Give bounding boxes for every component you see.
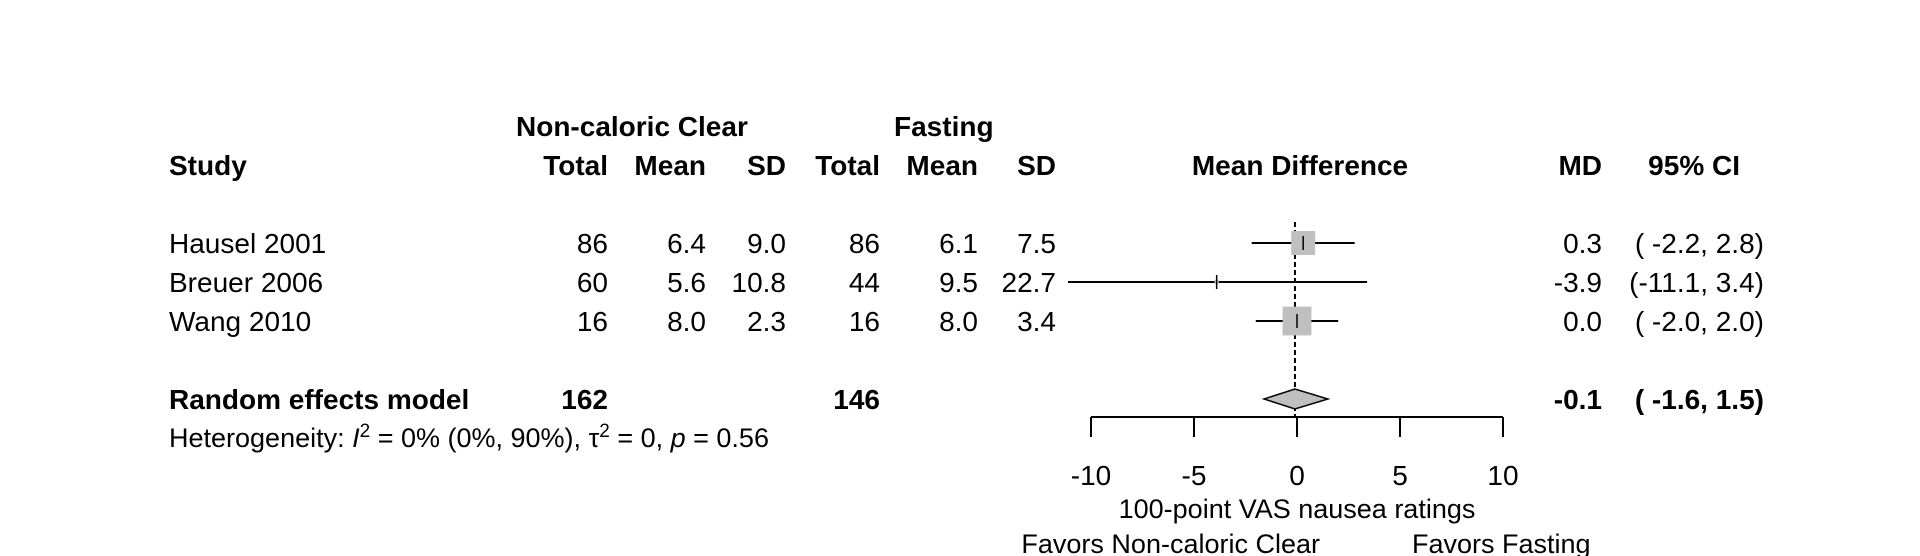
favors-right-label: Favors Fasting: [1412, 529, 1591, 556]
study-name: Breuer 2006: [169, 267, 323, 298]
het-tau-exp: 2: [599, 421, 610, 442]
axis-tick-label: 5: [1392, 460, 1408, 491]
axis-tick-label: -5: [1182, 460, 1207, 491]
het-p-value: = 0.56: [686, 423, 769, 453]
study-name: Wang 2010: [169, 306, 311, 337]
study-total-control: 16: [849, 306, 880, 337]
favors-left-label: Favors Non-caloric Clear: [1021, 529, 1320, 556]
het-i2-exp: 2: [360, 421, 371, 442]
study-row: Breuer 2006 60 5.6 10.8 44 9.5 22.7 -3.9…: [169, 267, 1764, 298]
study-ci: (-11.1, 3.4): [1629, 267, 1764, 298]
study-sd-control: 22.7: [1002, 267, 1057, 298]
study-total-experimental: 16: [577, 306, 608, 337]
study-md: -3.9: [1554, 267, 1602, 298]
study-md: 0.3: [1563, 228, 1602, 259]
header-sd-experimental: SD: [747, 150, 786, 181]
header-sd-control: SD: [1017, 150, 1056, 181]
study-total-experimental: 60: [577, 267, 608, 298]
study-total-control: 44: [849, 267, 880, 298]
study-row: Wang 2010 16 8.0 2.3 16 8.0 3.4 0.0 ( -2…: [169, 306, 1764, 337]
axis-tick-label: 10: [1487, 460, 1518, 491]
het-i2-symbol: I: [352, 423, 360, 453]
heterogeneity-text: Heterogeneity: I2 = 0% (0%, 90%), τ2 = 0…: [169, 421, 769, 454]
header-group-experimental: Non-caloric Clear: [516, 111, 748, 142]
study-mean-experimental: 6.4: [667, 228, 706, 259]
header-total-experimental: Total: [543, 150, 608, 181]
study-row: Hausel 2001 86 6.4 9.0 86 6.1 7.5 0.3 ( …: [169, 228, 1764, 259]
axis-tick-label: 0: [1289, 460, 1305, 491]
study-total-experimental: 86: [577, 228, 608, 259]
study-name: Hausel 2001: [169, 228, 326, 259]
study-sd-control: 7.5: [1017, 228, 1056, 259]
het-tau-value: = 0,: [610, 423, 671, 453]
study-sd-control: 3.4: [1017, 306, 1056, 337]
pooled-total-control: 146: [833, 384, 880, 415]
header-total-control: Total: [815, 150, 880, 181]
het-p-symbol: p: [670, 423, 686, 453]
study-ci: ( -2.0, 2.0): [1635, 306, 1764, 337]
het-prefix: Heterogeneity:: [169, 423, 352, 453]
study-sd-experimental: 2.3: [747, 306, 786, 337]
study-mean-control: 8.0: [939, 306, 978, 337]
header-95ci: 95% CI: [1648, 150, 1740, 181]
study-sd-experimental: 9.0: [747, 228, 786, 259]
study-mean-control: 9.5: [939, 267, 978, 298]
header-mean-difference: Mean Difference: [1192, 150, 1408, 181]
pooled-diamond: [1261, 388, 1331, 410]
header-study: Study: [169, 150, 247, 181]
header-md: MD: [1558, 150, 1602, 181]
study-ci: ( -2.2, 2.8): [1635, 228, 1764, 259]
header-mean-experimental: Mean: [634, 150, 706, 181]
plot-marks: [1068, 222, 1504, 437]
pooled-row: Random effects model 162 146 -0.1 ( -1.6…: [169, 384, 1764, 415]
study-md: 0.0: [1563, 306, 1602, 337]
axis-tick-label: -10: [1071, 460, 1111, 491]
study-total-control: 86: [849, 228, 880, 259]
study-mean-experimental: 5.6: [667, 267, 706, 298]
pooled-ci: ( -1.6, 1.5): [1635, 384, 1764, 415]
study-sd-experimental: 10.8: [732, 267, 787, 298]
axis-label: 100-point VAS nausea ratings: [1119, 494, 1476, 524]
pooled-label: Random effects model: [169, 384, 469, 415]
pooled-total-experimental: 162: [561, 384, 608, 415]
header-mean-control: Mean: [906, 150, 978, 181]
study-mean-control: 6.1: [939, 228, 978, 259]
pooled-md: -0.1: [1554, 384, 1602, 415]
het-i2-value: = 0% (0%, 90%),: [370, 423, 588, 453]
header-group-control: Fasting: [894, 111, 994, 142]
study-mean-experimental: 8.0: [667, 306, 706, 337]
het-tau-symbol: τ: [589, 423, 600, 453]
